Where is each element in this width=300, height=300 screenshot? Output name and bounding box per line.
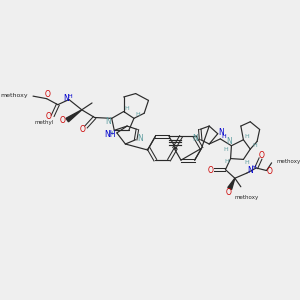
Polygon shape — [228, 178, 235, 189]
Text: H: H — [221, 134, 226, 139]
Text: O: O — [80, 125, 86, 134]
Text: N: N — [137, 134, 143, 142]
Text: H: H — [244, 160, 249, 165]
Text: O: O — [60, 116, 66, 125]
Text: O: O — [45, 90, 50, 99]
Text: H: H — [224, 160, 229, 164]
Text: H: H — [135, 112, 140, 117]
Text: O: O — [208, 166, 214, 175]
Text: O: O — [226, 188, 232, 197]
Text: O: O — [46, 112, 51, 121]
Text: N: N — [218, 128, 224, 137]
Text: N: N — [64, 94, 69, 103]
Text: O: O — [267, 167, 273, 176]
Text: methoxy: methoxy — [235, 194, 259, 200]
Text: N: N — [226, 137, 232, 146]
Text: O: O — [258, 151, 264, 160]
Text: H: H — [244, 134, 249, 139]
Text: N: N — [193, 134, 198, 142]
Text: N: N — [248, 166, 253, 175]
Text: methoxy: methoxy — [0, 93, 28, 98]
Text: H: H — [68, 94, 72, 99]
Text: H: H — [223, 147, 228, 152]
Polygon shape — [66, 110, 82, 122]
Text: NH: NH — [104, 130, 116, 139]
Text: methyl: methyl — [34, 120, 54, 125]
Text: H: H — [125, 106, 130, 111]
Text: N: N — [105, 117, 111, 126]
Text: H: H — [109, 131, 113, 136]
Text: H: H — [251, 166, 256, 170]
Text: methoxy: methoxy — [277, 159, 300, 164]
Text: H: H — [252, 143, 257, 148]
